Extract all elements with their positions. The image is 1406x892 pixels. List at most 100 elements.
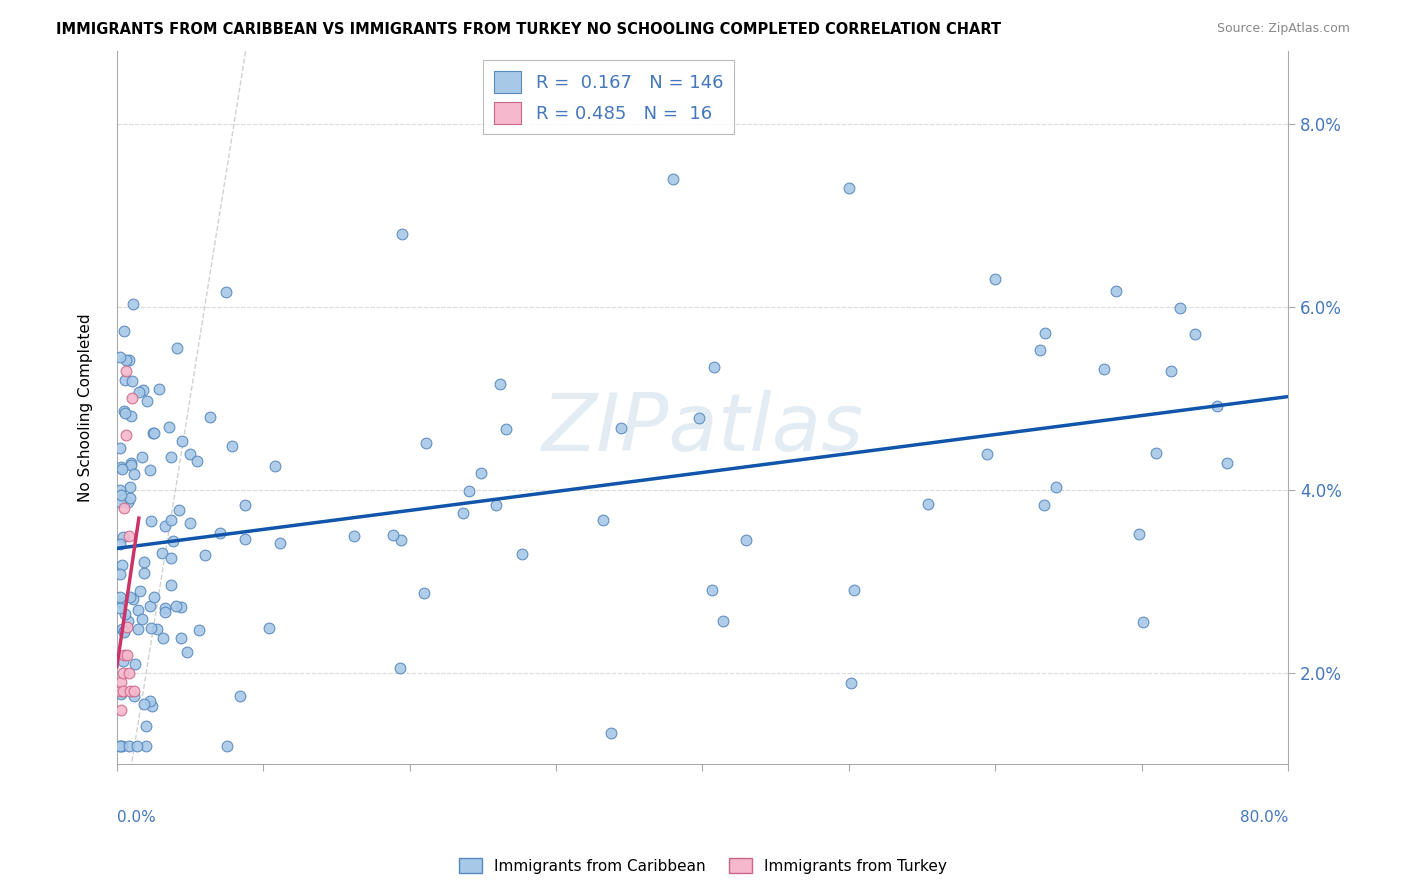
Point [131,612,153,626]
Point [108,441,131,455]
Point [129,584,152,599]
Point [221,439,243,453]
Point [1132,615,1154,630]
Point [735,533,758,548]
Point [153,519,176,533]
Text: ZIPatlas: ZIPatlas [541,390,863,468]
Point [110,622,132,636]
Point [121,374,143,388]
Point [120,480,142,494]
Point [142,426,165,441]
Point [233,498,256,512]
Point [141,699,163,714]
Point [1033,498,1056,512]
Point [215,739,238,753]
Point [120,684,142,698]
Point [122,689,145,703]
Point [138,599,160,613]
Point [108,600,131,615]
Point [160,450,183,464]
Point [208,525,231,540]
Point [127,739,149,753]
Point [1029,343,1052,358]
Point [170,632,193,646]
Point [150,546,173,560]
Point [703,360,725,375]
Point [139,621,162,635]
Point [136,394,159,409]
Point [139,694,162,708]
Point [120,590,142,604]
Point [152,631,174,645]
Point [118,491,141,506]
Point [391,227,413,241]
Point [1206,399,1229,413]
Point [610,421,633,435]
Point [179,446,201,460]
Point [110,495,132,509]
Point [179,516,201,530]
Point [415,436,437,450]
Point [143,590,166,604]
Point [264,459,287,474]
Point [838,181,860,195]
Point [127,603,149,617]
Point [121,392,143,406]
Point [111,684,134,698]
Y-axis label: No Schooling Completed: No Schooling Completed [79,313,93,502]
Point [257,621,280,635]
Point [194,548,217,562]
Point [162,533,184,548]
Point [132,555,155,569]
Point [145,622,167,636]
Point [451,506,474,520]
Point [167,502,190,516]
Point [128,384,150,399]
Point [108,739,131,753]
Point [917,497,939,511]
Point [229,689,252,703]
Point [160,578,183,592]
Point [1128,527,1150,541]
Point [139,462,162,476]
Point [1160,364,1182,378]
Point [844,583,866,598]
Point [112,624,135,639]
Point [153,605,176,619]
Point [1033,326,1056,340]
Point [495,421,517,435]
Point [457,484,479,499]
Point [131,450,153,464]
Point [112,624,135,638]
Point [118,739,141,753]
Point [165,599,187,613]
Point [1144,446,1167,460]
Point [343,529,366,543]
Point [389,533,412,548]
Point [114,373,136,387]
Point [108,351,131,365]
Point [108,590,131,604]
Point [1045,480,1067,494]
Point [1216,456,1239,470]
Point [122,591,145,606]
Point [388,660,411,674]
Point [117,495,139,509]
Point [170,599,193,614]
Point [132,383,155,397]
Point [160,550,183,565]
Point [153,601,176,615]
Point [110,675,132,690]
Point [117,614,139,628]
Point [711,614,734,628]
Point [112,404,135,418]
Point [112,501,135,516]
Point [157,419,180,434]
Point [132,566,155,580]
Point [470,467,492,481]
Point [1105,284,1128,298]
Point [132,697,155,711]
Point [117,529,139,543]
Point [110,460,132,475]
Text: 0.0%: 0.0% [117,810,156,825]
